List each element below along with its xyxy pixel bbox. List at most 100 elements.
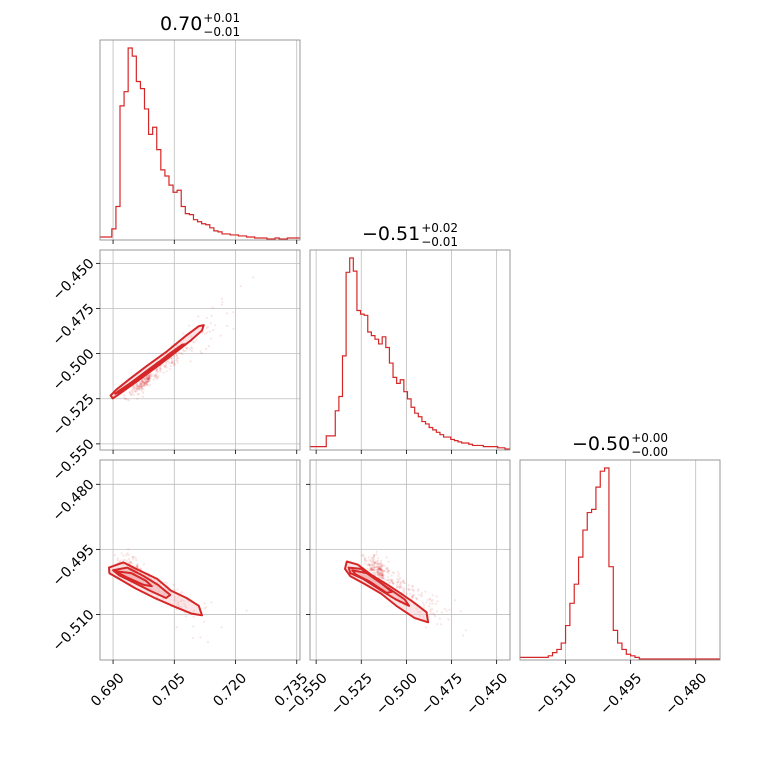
scatter-0-1-sample-209 <box>145 377 148 380</box>
scatter-1-2-background <box>310 460 510 660</box>
scatter-1-2-sample-292 <box>376 565 379 569</box>
scatter-0-1-sample-113 <box>143 382 146 385</box>
scatter-1-2-sample-107 <box>459 610 462 613</box>
scatter-1-2-sample-168 <box>379 573 382 576</box>
scatter-0-1-sample-201 <box>148 377 151 380</box>
scatter-0-1-sample-12 <box>158 369 161 372</box>
scatter-1-2-sample-269 <box>374 566 377 569</box>
scatter-0-2-sample-195 <box>129 561 132 564</box>
scatter-1-2-sample-106 <box>417 588 420 591</box>
scatter-0-1-sample-109 <box>137 385 140 388</box>
scatter-0-1-sample-106 <box>149 373 152 376</box>
scatter-0-1-sample-100 <box>155 368 158 371</box>
scatter-0-1-sample-160 <box>139 383 142 386</box>
scatter-0-2-sample-186 <box>122 564 125 567</box>
scatter-0-1-sample-110 <box>148 377 151 380</box>
scatter-1-2-sample-97 <box>373 566 376 569</box>
scatter-0-1-sample-15 <box>182 332 185 335</box>
scatter-0-1-sample-24 <box>135 384 138 387</box>
hist-0-title: 0.70 +0.01−0.01 <box>160 11 240 39</box>
scatter-0-1-sample-246 <box>143 377 146 380</box>
scatter-0-1-sample-56 <box>166 360 169 363</box>
hist-1-title-minus: −0.01 <box>421 235 458 249</box>
scatter-1-2-sample-64 <box>399 582 403 585</box>
hist-0-frame <box>99 39 301 241</box>
scatter-1-2-sample-181 <box>373 554 376 557</box>
scatter-1-2-sample-282 <box>380 569 383 572</box>
scatter-1-2-sample-68 <box>436 610 439 613</box>
scatter-0-1-sample-158 <box>165 366 168 369</box>
scatter-0-1-sample-162 <box>141 380 144 383</box>
scatter-0-1-sample-252 <box>150 374 153 377</box>
scatter-1-2-sample-16 <box>379 567 383 570</box>
hist-2-title-value: −0.50 <box>572 433 630 455</box>
scatter-1-2-sample-203 <box>385 568 388 571</box>
scatter-0-1-sample-37 <box>128 391 131 394</box>
scatter-1-2-sample-77 <box>375 561 378 564</box>
scatter-1-2-sample-169 <box>378 565 381 568</box>
scatter-0-1-sample-68 <box>148 376 151 379</box>
scatter-1-2-sample-199 <box>432 612 435 615</box>
scatter-0-1-sample-31 <box>142 384 146 387</box>
scatter-0-2-ytick-label-1: −0.495 <box>50 542 98 590</box>
scatter-0-1-sample-212 <box>150 375 153 378</box>
scatter-1-2-sample-195 <box>381 577 384 580</box>
scatter-1-2-sample-41 <box>389 578 392 581</box>
scatter-0-2-ytick-label-2: −0.480 <box>50 477 98 525</box>
scatter-0-1-sample-236 <box>141 381 144 384</box>
scatter-1-2-sample-243 <box>379 569 382 572</box>
scatter-0-1-sample-13 <box>147 377 150 381</box>
scatter-0-1-sample-296 <box>170 361 173 364</box>
scatter-0-1-sample-268 <box>131 391 134 394</box>
scatter-1-2-sample-173 <box>411 595 414 598</box>
scatter-0-1-sample-2 <box>188 324 191 327</box>
scatter-1-2-sample-230 <box>371 569 374 572</box>
scatter-1-2-sample-260 <box>411 585 414 588</box>
scatter-0-1-sample-321 <box>172 359 175 363</box>
scatter-0-1-sample-285 <box>173 362 176 365</box>
scatter-0-1-sample-339 <box>165 362 168 366</box>
scatter-0-2-sample-106 <box>191 636 194 640</box>
scatter-1-2-sample-35 <box>436 600 439 603</box>
scatter-1-2-sample-317 <box>376 574 379 577</box>
scatter-1-2-sample-312 <box>377 557 380 560</box>
scatter-1-2-sample-180 <box>411 594 415 597</box>
scatter-1-2-sample-124 <box>375 565 378 569</box>
scatter-1-2-sample-117 <box>381 570 384 573</box>
scatter-0-2-sample-72 <box>127 557 130 561</box>
scatter-1-2-sample-119 <box>399 585 402 589</box>
scatter-1-2-sample-92 <box>369 567 372 570</box>
scatter-1-2-sample-196 <box>417 610 420 613</box>
scatter-1-2-sample-118 <box>379 562 382 566</box>
scatter-0-1-sample-87 <box>159 368 162 371</box>
scatter-0-2-xtick-label-0: 0.690 <box>88 670 128 710</box>
scatter-1-2-sample-256 <box>411 595 414 598</box>
scatter-0-1-sample-172 <box>168 368 171 371</box>
scatter-0-1-sample-36 <box>193 341 196 344</box>
scatter-1-2-sample-84 <box>382 573 385 577</box>
scatter-1-2-sample-139 <box>390 579 393 582</box>
scatter-1-2-sample-66 <box>397 570 400 573</box>
scatter-0-1-sample-234 <box>143 383 146 386</box>
scatter-1-2-sample-120 <box>430 600 433 603</box>
scatter-0-1-sample-98 <box>131 387 134 390</box>
scatter-1-2-sample-160 <box>398 586 401 590</box>
scatter-0-2-sample-323 <box>136 564 139 567</box>
scatter-1-2-sample-295 <box>372 569 375 572</box>
scatter-0-1-sample-74 <box>143 383 146 386</box>
scatter-1-2-sample-125 <box>386 568 389 571</box>
scatter-1-2-xtick-label-1: −0.525 <box>328 670 376 718</box>
scatter-0-2-sample-188 <box>131 555 134 558</box>
scatter-1-2-sample-10 <box>360 554 363 557</box>
scatter-0-1-sample-184 <box>150 373 153 376</box>
scatter-1-2-sample-79 <box>374 572 377 575</box>
scatter-0-2-sample-260 <box>119 559 122 562</box>
scatter-0-2-sample-217 <box>135 564 138 568</box>
scatter-0-1-sample-274 <box>146 378 149 381</box>
scatter-1-2-sample-262 <box>400 585 403 588</box>
scatter-1-2-sample-32 <box>371 560 374 563</box>
scatter-1-2-sample-336 <box>372 567 376 570</box>
scatter-1-2-sample-185 <box>363 558 367 561</box>
scatter-0-1-sample-249 <box>140 379 144 382</box>
scatter-0-1-sample-305 <box>148 377 151 380</box>
